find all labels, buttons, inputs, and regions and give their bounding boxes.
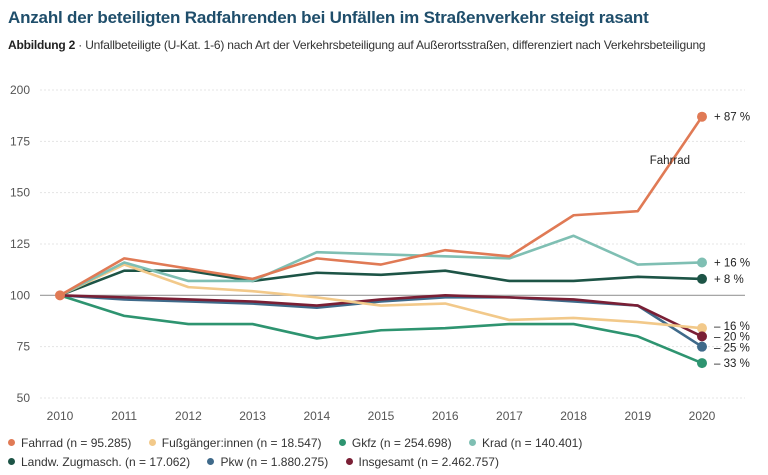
legend-row-1: Fahrrad (n = 95.285) Fußgänger:innen (n … (8, 434, 596, 453)
x-tick-label: 2019 (624, 409, 651, 423)
line-chart: 50 75 100 125 150 175 200 2010 2011 2012 2013 2014… (10, 83, 750, 423)
gridlines (40, 89, 745, 399)
x-tick-label: 2010 (47, 409, 74, 423)
legend-row-2: Landw. Zugmasch. (n = 17.062) Pkw (n = 1… (8, 453, 596, 472)
series-line-pkw (58, 294, 704, 348)
series-line-gkfz (58, 294, 704, 365)
legend-dot (207, 458, 215, 465)
figure-caption: Unfallbeteiligte (U-Kat. 1-6) nach Art d… (85, 38, 706, 52)
figure-label: Abbildung 2 (8, 38, 76, 52)
y-tick-label: 50 (17, 391, 31, 405)
legend-dot (148, 439, 156, 446)
end-marker (697, 257, 707, 268)
x-tick-label: 2015 (368, 409, 395, 423)
legend-dot (345, 458, 353, 465)
end-marker (697, 323, 707, 334)
x-tick-label: 2012 (175, 409, 202, 423)
x-tick-label: 2017 (496, 409, 523, 423)
legend-label: Gkfz (n = 254.698) (351, 436, 452, 450)
figure-separator: · (75, 38, 86, 52)
y-tick-label: 150 (10, 186, 30, 200)
series-line-landw-zugmasch- (58, 269, 704, 297)
x-tick-label: 2013 (239, 409, 266, 423)
end-value-label: + 8 % (714, 274, 744, 286)
legend-item: Fußgänger:innen (n = 18.547) (148, 434, 322, 453)
annotations: Fahrrad (650, 155, 690, 167)
legend-dot (338, 439, 346, 446)
y-tick-label: 100 (10, 288, 30, 302)
end-value-label: – 20 % (714, 331, 750, 343)
series-line-fahrrad (58, 115, 704, 297)
end-marker (697, 111, 707, 122)
legend-item: Fahrrad (n = 95.285) (8, 434, 131, 453)
x-tick-label: 2014 (303, 409, 330, 423)
x-tick-label: 2020 (689, 409, 716, 423)
x-axis-ticks: 2010 2011 2012 2013 2014 2015 2016 2017 2018 2019… (47, 409, 716, 423)
legend-label: Fahrrad (n = 95.285) (21, 436, 132, 450)
end-value-label: – 16 % (714, 321, 750, 333)
legend-label: Fußgänger:innen (n = 18.547) (161, 436, 322, 450)
end-labels: + 87 % – 16 % – 33 % + 16 % + 8 % – 25 %– 20 … (714, 112, 750, 370)
x-tick-label: 2016 (432, 409, 459, 423)
y-tick-label: 175 (10, 134, 30, 148)
series-line-krad (58, 234, 704, 297)
y-axis-ticks: 50 75 100 125 150 175 200 (10, 83, 30, 405)
legend: Fahrrad (n = 95.285) Fußgänger:innen (n … (8, 434, 596, 472)
legend-item: Pkw (n = 1.880.275) (207, 453, 328, 472)
end-marker (697, 273, 707, 284)
end-marker (697, 331, 707, 342)
chart-title: Anzahl der beteiligten Radfahrenden bei … (8, 8, 649, 27)
end-value-label: + 16 % (714, 257, 750, 269)
end-marker (697, 341, 707, 352)
legend-dot (8, 439, 15, 446)
legend-label: Landw. Zugmasch. (n = 17.062) (21, 455, 191, 469)
y-tick-label: 200 (10, 83, 30, 97)
y-tick-label: 75 (17, 340, 31, 354)
legend-label: Insgesamt (n = 2.462.757) (358, 455, 499, 469)
x-tick-label: 2018 (560, 409, 587, 423)
y-tick-label: 125 (10, 237, 30, 251)
series-annotation: Fahrrad (650, 155, 690, 167)
legend-label: Pkw (n = 1.880.275) (220, 455, 329, 469)
end-value-label: + 87 % (714, 112, 750, 124)
start-point (55, 290, 65, 301)
legend-item: Gkfz (n = 254.698) (338, 434, 452, 453)
legend-label: Krad (n = 140.401) (481, 436, 583, 450)
end-value-label: – 25 % (714, 343, 750, 355)
end-marker (697, 358, 707, 369)
legend-item: Landw. Zugmasch. (n = 17.062) (8, 453, 190, 472)
legend-item: Krad (n = 140.401) (468, 434, 583, 453)
x-tick-label: 2011 (111, 409, 137, 423)
series-line-insgesamt (58, 294, 704, 338)
legend-item: Insgesamt (n = 2.462.757) (345, 453, 499, 472)
legend-dot (468, 439, 476, 446)
end-markers (55, 111, 707, 369)
series-line-fu-g-nger-innen (58, 263, 704, 330)
legend-dot (8, 458, 15, 465)
series-lines (58, 115, 704, 365)
end-value-label: – 33 % (714, 358, 750, 370)
chart-subtitle: Abbildung 2 · Unfallbeteiligte (U-Kat. 1… (8, 38, 706, 52)
